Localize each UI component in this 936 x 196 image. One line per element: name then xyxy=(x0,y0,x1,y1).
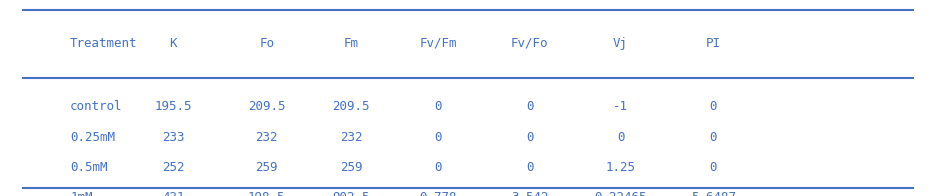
Text: 233: 233 xyxy=(162,131,184,144)
Text: Vj: Vj xyxy=(613,37,628,50)
Text: 5.6487: 5.6487 xyxy=(691,191,736,196)
Text: 232: 232 xyxy=(256,131,278,144)
Text: 0: 0 xyxy=(617,131,624,144)
Text: 0: 0 xyxy=(709,100,717,113)
Text: control: control xyxy=(70,100,123,113)
Text: 209.5: 209.5 xyxy=(332,100,370,113)
Text: 902.5: 902.5 xyxy=(332,191,370,196)
Text: 232: 232 xyxy=(340,131,362,144)
Text: 0: 0 xyxy=(434,100,442,113)
Text: 0.5mM: 0.5mM xyxy=(70,161,108,174)
Text: 209.5: 209.5 xyxy=(248,100,285,113)
Text: 195.5: 195.5 xyxy=(154,100,192,113)
Text: 0.22465: 0.22465 xyxy=(594,191,647,196)
Text: 0.25mM: 0.25mM xyxy=(70,131,115,144)
Text: Treatment: Treatment xyxy=(70,37,138,50)
Text: 259: 259 xyxy=(340,161,362,174)
Text: 0: 0 xyxy=(526,131,534,144)
Text: 0.778: 0.778 xyxy=(419,191,457,196)
Text: 252: 252 xyxy=(162,161,184,174)
Text: 198.5: 198.5 xyxy=(248,191,285,196)
Text: 0: 0 xyxy=(526,161,534,174)
Text: 0: 0 xyxy=(709,161,717,174)
Text: 1.25: 1.25 xyxy=(606,161,636,174)
Text: 0: 0 xyxy=(434,131,442,144)
Text: PI: PI xyxy=(706,37,721,50)
Text: 1mM: 1mM xyxy=(70,191,93,196)
Text: 259: 259 xyxy=(256,161,278,174)
Text: Fo: Fo xyxy=(259,37,274,50)
Text: Fm: Fm xyxy=(344,37,358,50)
Text: 3.542: 3.542 xyxy=(511,191,548,196)
Text: 421: 421 xyxy=(162,191,184,196)
Text: Fv/Fm: Fv/Fm xyxy=(419,37,457,50)
Text: K: K xyxy=(169,37,177,50)
Text: -1: -1 xyxy=(613,100,628,113)
Text: 0: 0 xyxy=(709,131,717,144)
Text: 0: 0 xyxy=(526,100,534,113)
Text: Fv/Fo: Fv/Fo xyxy=(511,37,548,50)
Text: 0: 0 xyxy=(434,161,442,174)
